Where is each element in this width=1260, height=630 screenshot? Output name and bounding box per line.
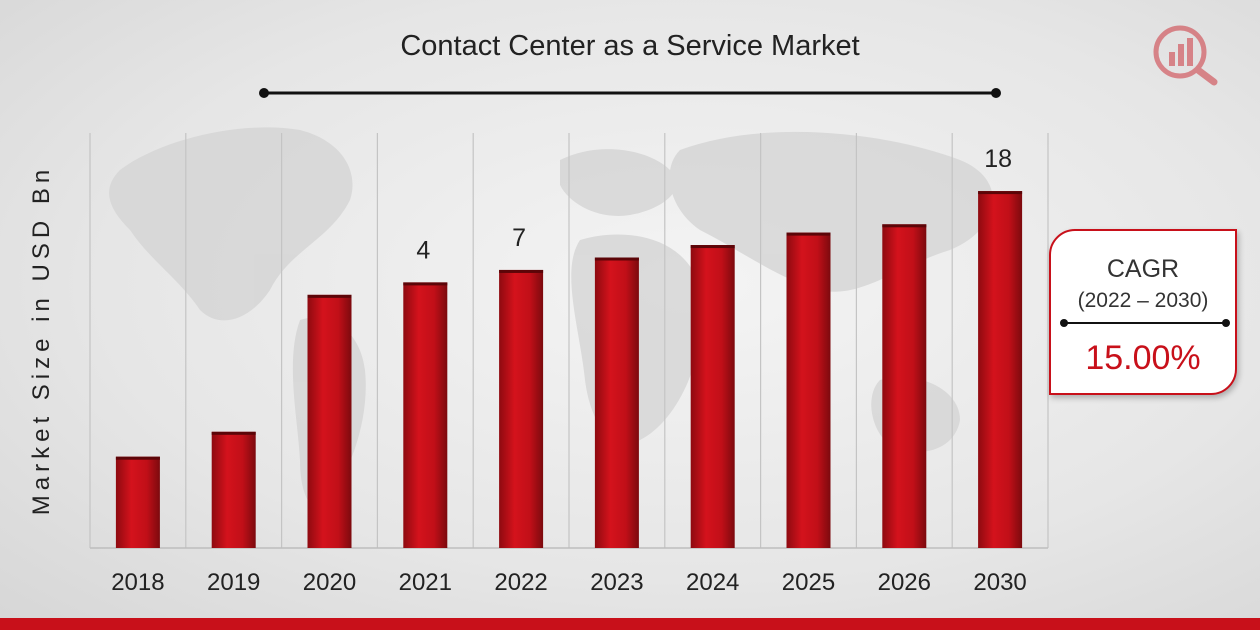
bar-top-2022: [499, 269, 544, 273]
data-label: 4: [416, 236, 430, 264]
bar-top-2026: [882, 224, 927, 228]
bar-top-2018: [115, 456, 160, 460]
x-tick-label: 2023: [590, 569, 643, 596]
bar-top-2019: [211, 431, 256, 435]
bar-2022: [499, 269, 544, 548]
bar-top-2023: [594, 257, 639, 261]
bar-2025: [786, 232, 831, 548]
bar-top-2020: [307, 294, 352, 298]
bar-2020: [307, 294, 352, 548]
bar-2021: [403, 282, 448, 548]
data-label: 18: [984, 145, 1012, 173]
bar-top-2024: [690, 245, 735, 249]
bar-2019: [211, 431, 256, 548]
bar-2018: [115, 456, 160, 548]
bar-top-2030: [978, 191, 1023, 195]
bottom-accent-band: [0, 618, 1260, 630]
market-research-logo-icon: [1153, 25, 1218, 86]
x-tick-label: 2020: [303, 569, 356, 596]
x-tick-label: 2025: [782, 569, 835, 596]
cagr-divider: [1060, 319, 1230, 327]
x-tick-label: 2026: [878, 569, 931, 596]
bar-2030: [978, 191, 1023, 548]
x-tick-label: 2030: [973, 569, 1026, 596]
cagr-value: 15.00%: [1085, 339, 1201, 377]
x-tick-label: 2022: [494, 569, 547, 596]
bar-top-2021: [403, 282, 448, 286]
cagr-callout: CAGR (2022 – 2030) 15.00%: [1049, 229, 1237, 395]
data-label: 7: [512, 224, 526, 252]
x-tick-label: 2024: [686, 569, 739, 596]
cagr-label: CAGR: [1106, 255, 1180, 283]
chart-title: Contact Center as a Service Market: [400, 30, 860, 62]
x-tick-label: 2018: [111, 569, 164, 596]
bar-2023: [594, 257, 639, 548]
x-tick-label: 2021: [399, 569, 452, 596]
bar-top-2025: [786, 232, 831, 236]
bar-2026: [882, 224, 927, 549]
cagr-period: (2022 – 2030): [1077, 289, 1209, 312]
x-tick-label: 2019: [207, 569, 260, 596]
bar-2024: [690, 245, 735, 549]
title-underline: [259, 88, 1001, 98]
